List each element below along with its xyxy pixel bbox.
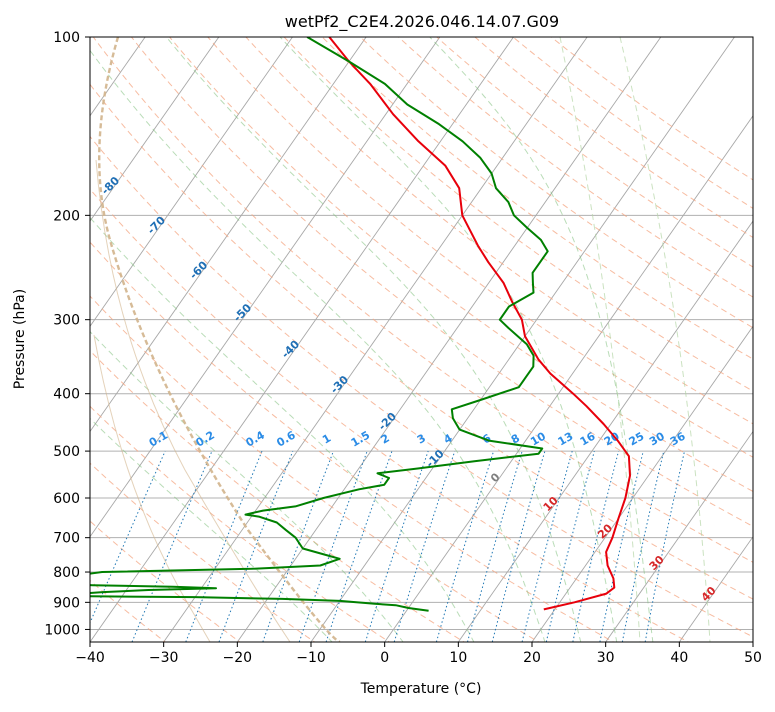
x-tick-label: −20: [223, 650, 253, 666]
y-tick-label: 600: [53, 491, 80, 507]
chart-title: wetPf2_C2E4.2026.046.14.07.G09: [285, 12, 559, 32]
y-tick-label: 900: [53, 595, 80, 611]
x-tick-label: 40: [670, 650, 688, 666]
x-tick-label: 30: [597, 650, 615, 666]
y-tick-label: 400: [53, 387, 80, 403]
x-tick-label: −40: [75, 650, 105, 666]
x-tick-label: 0: [380, 650, 389, 666]
y-tick-label: 700: [53, 531, 80, 547]
x-tick-label: −30: [149, 650, 179, 666]
y-tick-label: 1000: [44, 622, 80, 638]
y-tick-label: 100: [53, 30, 80, 46]
y-tick-label: 200: [53, 208, 80, 224]
x-axis-label: Temperature (°C): [360, 681, 482, 697]
y-axis-label: Pressure (hPa): [12, 289, 28, 389]
x-tick-label: 10: [449, 650, 467, 666]
y-tick-label: 500: [53, 444, 80, 460]
x-tick-label: 20: [523, 650, 541, 666]
x-tick-label: −10: [296, 650, 326, 666]
x-tick-label: 50: [744, 650, 762, 666]
y-tick-label: 300: [53, 313, 80, 329]
y-tick-label: 800: [53, 565, 80, 581]
